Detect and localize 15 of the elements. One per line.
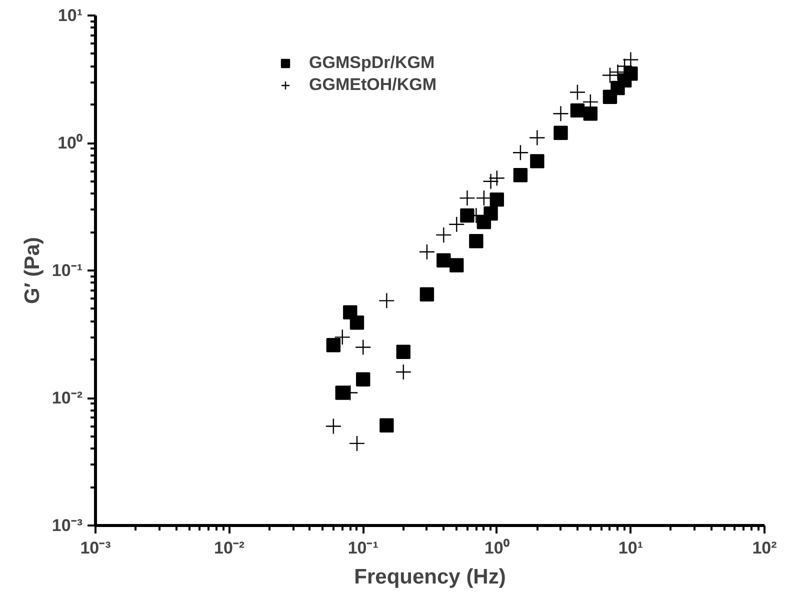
x-axis-title: Frequency (Hz) xyxy=(354,566,506,588)
x-tick-label: 10² xyxy=(752,538,778,558)
x-tick-label: 10⁻¹ xyxy=(348,538,379,558)
y-tick-label: 10¹ xyxy=(58,6,83,25)
legend-label: GGMEtOH/KGM xyxy=(309,75,436,95)
x-tick-label: 10⁻³ xyxy=(80,538,112,558)
y-tick-label: 10⁻² xyxy=(52,388,83,408)
y-tick-label: 10⁻³ xyxy=(52,516,83,535)
x-tick-label: 10⁰ xyxy=(484,538,510,558)
y-tick-label: 10⁻¹ xyxy=(52,261,83,280)
legend-label: GGMSpDr/KGM xyxy=(309,53,435,73)
y-axis-title: G′ (Pa) xyxy=(20,237,44,304)
y-tick-label: 10⁰ xyxy=(58,134,83,152)
x-tick-label: 10¹ xyxy=(618,538,644,558)
x-tick-label: 10⁻² xyxy=(214,538,245,558)
